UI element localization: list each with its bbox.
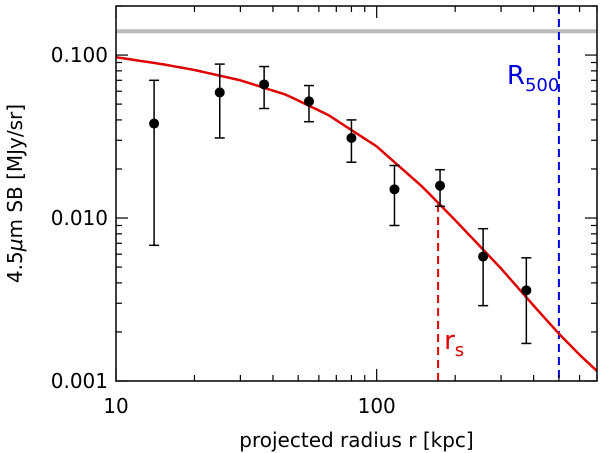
x-tick-label: 10 xyxy=(103,394,128,418)
y-axis-label-prefix: 4.5 xyxy=(3,251,27,283)
data-marker xyxy=(521,285,532,296)
r500-annotation-main: R xyxy=(507,61,525,91)
rs-annotation-subscript: s xyxy=(455,340,464,361)
points-layer xyxy=(149,63,532,345)
data-marker xyxy=(214,87,225,98)
rs-annotation: rs xyxy=(444,326,464,361)
data-marker xyxy=(478,251,489,262)
data-point-6 xyxy=(435,168,446,208)
data-point-5 xyxy=(389,164,400,227)
data-marker xyxy=(389,184,400,195)
lines-layer xyxy=(115,6,598,381)
data-point-4 xyxy=(346,119,357,163)
model-curve xyxy=(115,55,598,373)
plot-frame xyxy=(115,5,598,382)
y-axis-label-suffix: m SB [MJy/sr] xyxy=(3,104,27,239)
rs-annotation-main: r xyxy=(444,326,455,356)
labels-layer: projected radius r [kpc] 4.5μm SB [MJy/s… xyxy=(3,61,559,452)
data-point-2 xyxy=(259,65,270,110)
r500-annotation-subscript: 500 xyxy=(525,75,559,96)
data-marker xyxy=(346,132,357,143)
x-axis-label: projected radius r [kpc] xyxy=(239,428,473,452)
data-marker xyxy=(259,79,270,90)
x-tick-label: 100 xyxy=(358,394,396,418)
data-point-0 xyxy=(149,79,160,247)
ticks-layer: 10 100 0.001 0.010 0.100 xyxy=(51,5,598,418)
data-point-8 xyxy=(521,257,532,345)
data-point-1 xyxy=(214,63,225,139)
y-tick-label: 0.100 xyxy=(51,43,108,67)
y-axis-label-mu: μ xyxy=(3,239,27,253)
data-marker xyxy=(304,96,315,107)
y-axis-label: 4.5μm SB [MJy/sr] xyxy=(3,104,27,283)
data-marker xyxy=(435,180,446,191)
r500-annotation: R500 xyxy=(507,61,559,96)
y-tick-label: 0.001 xyxy=(51,369,108,393)
y-tick-label: 0.010 xyxy=(51,206,108,230)
axes-layer xyxy=(115,5,598,382)
data-point-7 xyxy=(478,227,489,307)
data-marker xyxy=(149,118,160,129)
data-point-3 xyxy=(304,84,315,123)
